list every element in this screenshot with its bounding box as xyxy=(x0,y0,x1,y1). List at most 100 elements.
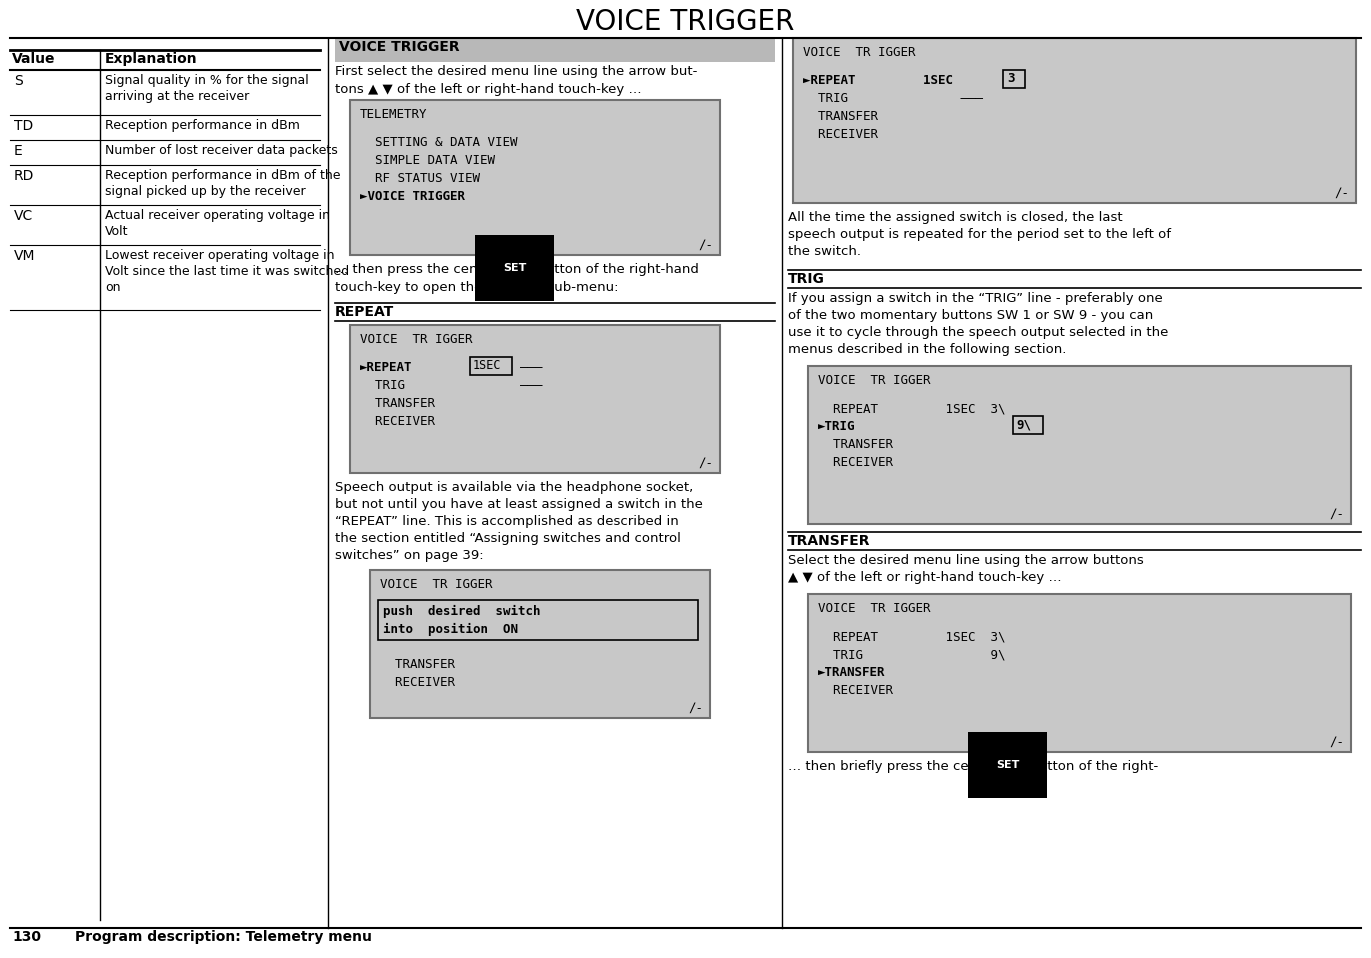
Bar xyxy=(1004,70,1026,88)
Text: If you assign a switch in the “TRIG” line - preferably one: If you assign a switch in the “TRIG” lin… xyxy=(788,292,1163,305)
Text: ∕-: ∕- xyxy=(698,457,713,470)
Text: of the two momentary buttons SW 1 or SW 9 - you can: of the two momentary buttons SW 1 or SW … xyxy=(788,309,1153,322)
Text: Volt since the last time it was switched: Volt since the last time it was switched xyxy=(106,265,350,278)
Text: but not until you have at least assigned a switch in the: but not until you have at least assigned… xyxy=(335,498,703,511)
Text: tons ▲ ▼ of the left or right-hand touch-key …: tons ▲ ▼ of the left or right-hand touch… xyxy=(335,83,642,96)
Text: All the time the assigned switch is closed, the last: All the time the assigned switch is clos… xyxy=(788,211,1123,224)
Text: TRANSFER: TRANSFER xyxy=(803,110,877,123)
Text: Lowest receiver operating voltage in: Lowest receiver operating voltage in xyxy=(106,249,335,262)
Text: TRANSFER: TRANSFER xyxy=(361,397,435,410)
Text: VOICE  TR IGGER: VOICE TR IGGER xyxy=(380,578,492,591)
Text: menus described in the following section.: menus described in the following section… xyxy=(788,343,1067,356)
Text: RECEIVER: RECEIVER xyxy=(818,456,893,469)
Text: SET: SET xyxy=(995,760,1020,770)
Text: REPEAT         1SEC  3\: REPEAT 1SEC 3\ xyxy=(818,630,1005,643)
Text: button of the right-: button of the right- xyxy=(1026,760,1158,773)
Text: switches” on page 39:: switches” on page 39: xyxy=(335,549,484,562)
Text: … then press the central: … then press the central xyxy=(335,263,500,276)
Bar xyxy=(370,570,710,718)
Text: TRANSFER: TRANSFER xyxy=(788,534,871,548)
Text: the switch.: the switch. xyxy=(788,245,861,258)
Text: Reception performance in dBm of the: Reception performance in dBm of the xyxy=(106,169,340,182)
Text: ———: ——— xyxy=(520,361,543,374)
Text: Value: Value xyxy=(12,52,55,66)
Text: on: on xyxy=(106,281,121,294)
Text: Actual receiver operating voltage in: Actual receiver operating voltage in xyxy=(106,209,330,222)
Text: ———: ——— xyxy=(520,379,543,392)
Text: SETTING & DATA VIEW: SETTING & DATA VIEW xyxy=(361,136,517,149)
Text: First select the desired menu line using the arrow but-: First select the desired menu line using… xyxy=(335,65,698,78)
Bar xyxy=(378,600,698,640)
Text: RECEIVER: RECEIVER xyxy=(803,128,877,141)
Text: VM: VM xyxy=(14,249,36,263)
Text: signal picked up by the receiver: signal picked up by the receiver xyxy=(106,185,306,198)
Text: 130: 130 xyxy=(12,930,41,944)
Text: VC: VC xyxy=(14,209,33,223)
Text: Signal quality in % for the signal: Signal quality in % for the signal xyxy=(106,74,308,87)
Text: push  desired  switch: push desired switch xyxy=(383,605,540,618)
Text: RECEIVER: RECEIVER xyxy=(361,415,435,428)
Text: TRIG               ———: TRIG ——— xyxy=(803,92,983,105)
Bar xyxy=(792,38,1356,203)
Text: TRANSFER: TRANSFER xyxy=(818,438,893,451)
Text: Reception performance in dBm: Reception performance in dBm xyxy=(106,119,300,132)
Text: Speech output is available via the headphone socket,: Speech output is available via the headp… xyxy=(335,481,694,494)
Text: Explanation: Explanation xyxy=(106,52,197,66)
Bar xyxy=(335,38,775,62)
Text: ►TRIG: ►TRIG xyxy=(818,420,856,433)
Text: speech output is repeated for the period set to the left of: speech output is repeated for the period… xyxy=(788,228,1171,241)
Text: VOICE TRIGGER: VOICE TRIGGER xyxy=(576,8,795,36)
Text: VOICE  TR IGGER: VOICE TR IGGER xyxy=(361,333,473,346)
Text: TRIG: TRIG xyxy=(788,272,825,286)
Text: “REPEAT” line. This is accomplished as described in: “REPEAT” line. This is accomplished as d… xyxy=(335,515,679,528)
Text: VOICE TRIGGER: VOICE TRIGGER xyxy=(339,40,459,54)
Text: TELEMETRY: TELEMETRY xyxy=(361,108,428,121)
Text: TRIG: TRIG xyxy=(361,379,404,392)
Text: E: E xyxy=(14,144,23,158)
Text: REPEAT         1SEC  3\: REPEAT 1SEC 3\ xyxy=(818,402,1005,415)
Text: SIMPLE DATA VIEW: SIMPLE DATA VIEW xyxy=(361,154,495,167)
Bar xyxy=(808,366,1350,524)
Text: SET: SET xyxy=(503,263,526,273)
Text: button of the right-hand: button of the right-hand xyxy=(533,263,699,276)
Text: 9\: 9\ xyxy=(1016,418,1031,431)
Bar xyxy=(808,594,1350,752)
Text: use it to cycle through the speech output selected in the: use it to cycle through the speech outpu… xyxy=(788,326,1168,339)
Text: ►REPEAT: ►REPEAT xyxy=(361,361,413,374)
Text: the section entitled “Assigning switches and control: the section entitled “Assigning switches… xyxy=(335,532,681,545)
Bar xyxy=(350,100,720,255)
Text: 1SEC: 1SEC xyxy=(473,359,502,372)
Text: ►VOICE TRIGGER: ►VOICE TRIGGER xyxy=(361,190,465,203)
Bar xyxy=(1013,416,1043,434)
Text: arriving at the receiver: arriving at the receiver xyxy=(106,90,250,103)
Text: touch-key to open the selected sub-menu:: touch-key to open the selected sub-menu: xyxy=(335,281,618,294)
Bar xyxy=(470,357,511,375)
Text: ∕-: ∕- xyxy=(1328,508,1344,521)
Text: RF STATUS VIEW: RF STATUS VIEW xyxy=(361,172,480,185)
Text: Program description: Telemetry menu: Program description: Telemetry menu xyxy=(75,930,372,944)
Text: … then briefly press the central: … then briefly press the central xyxy=(788,760,999,773)
Text: TRANSFER: TRANSFER xyxy=(380,658,455,671)
Text: ▲ ▼ of the left or right-hand touch-key …: ▲ ▼ of the left or right-hand touch-key … xyxy=(788,571,1061,584)
Text: RECEIVER: RECEIVER xyxy=(818,684,893,697)
Bar xyxy=(350,325,720,473)
Text: VOICE  TR IGGER: VOICE TR IGGER xyxy=(818,374,931,387)
Text: 3: 3 xyxy=(1008,72,1015,85)
Text: VOICE  TR IGGER: VOICE TR IGGER xyxy=(803,46,916,59)
Text: ►TRANSFER: ►TRANSFER xyxy=(818,666,886,679)
Text: ∕-: ∕- xyxy=(1334,187,1349,200)
Text: ►REPEAT         1SEC: ►REPEAT 1SEC xyxy=(803,74,953,87)
Text: Volt: Volt xyxy=(106,225,129,238)
Text: TRIG                 9\: TRIG 9\ xyxy=(818,648,1005,661)
Text: TD: TD xyxy=(14,119,33,133)
Text: REPEAT: REPEAT xyxy=(335,305,395,319)
Text: into  position  ON: into position ON xyxy=(383,623,518,636)
Text: Number of lost receiver data packets: Number of lost receiver data packets xyxy=(106,144,337,157)
Text: RD: RD xyxy=(14,169,34,183)
Text: S: S xyxy=(14,74,23,88)
Text: ∕-: ∕- xyxy=(1328,736,1344,749)
Text: ∕-: ∕- xyxy=(688,702,703,715)
Text: ∕-: ∕- xyxy=(698,239,713,252)
Text: RECEIVER: RECEIVER xyxy=(380,676,455,689)
Text: Select the desired menu line using the arrow buttons: Select the desired menu line using the a… xyxy=(788,554,1143,567)
